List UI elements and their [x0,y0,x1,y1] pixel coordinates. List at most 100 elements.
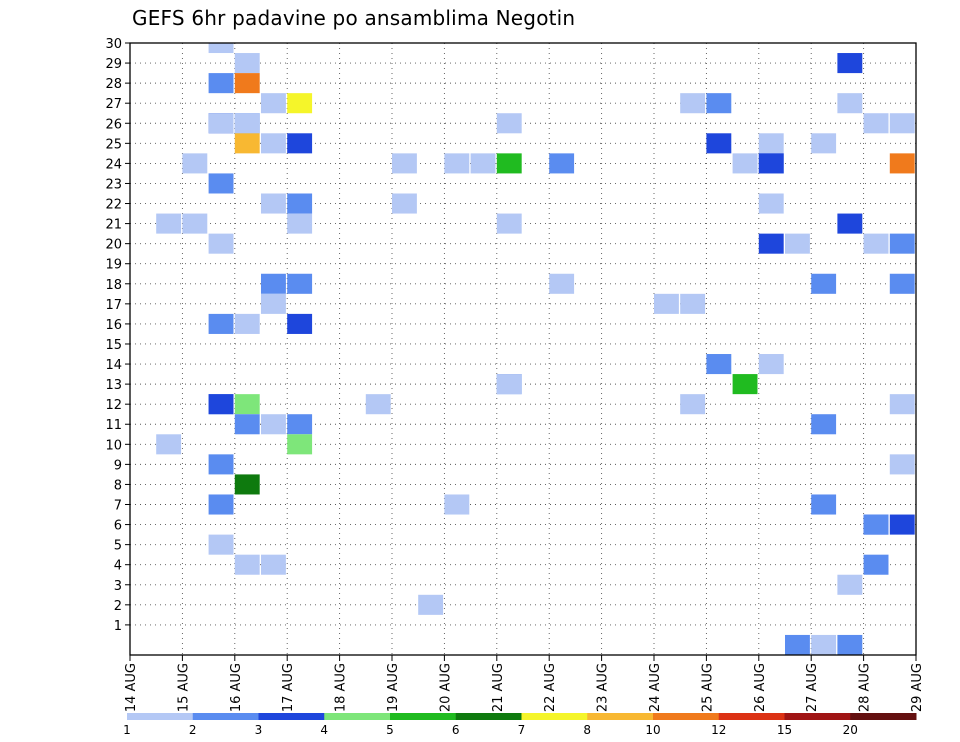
heatmap-cell-8 [706,93,732,114]
heatmap-cell-81 [444,494,470,515]
x-tick-label-9: 23 AUG [596,663,611,712]
colorbar-label-0: 1 [123,723,131,737]
y-tick-label-29: 29 [105,57,122,72]
heatmap-cell-13 [234,113,260,134]
heatmap-cell-82 [811,494,837,515]
heatmap-cell-17 [234,133,260,154]
heatmap-cell-77 [889,454,915,475]
heatmap-cell-1 [234,53,260,74]
heatmap-cell-26 [470,153,496,174]
heatmap-cell-58 [287,313,313,334]
y-tick-label-14: 14 [105,358,122,373]
x-tick-label-6: 20 AUG [438,663,453,712]
colorbar-label-5: 6 [452,723,460,737]
heatmap-cell-80 [208,494,234,515]
heatmap-cell-18 [261,133,286,154]
colorbar-swatch-10 [784,713,851,720]
heatmap-cell-45 [785,233,810,254]
heatmap-cell-68 [680,394,706,415]
heatmap-cell-40 [287,213,313,234]
heatmap-cell-59 [706,354,732,375]
y-tick-label-15: 15 [105,338,122,353]
heatmap-cell-75 [287,434,313,455]
heatmap-cell-54 [654,293,679,314]
heatmap-cell-22 [811,133,837,154]
heatmap-cell-41 [496,213,522,234]
heatmap-cell-33 [208,173,234,194]
heatmap-cell-2 [837,53,863,74]
colorbar-label-6: 7 [518,723,526,737]
colorbar-swatch-2 [258,713,325,720]
heatmap-cell-35 [287,193,313,214]
y-tick-label-10: 10 [105,438,122,453]
y-tick-label-23: 23 [105,177,122,192]
y-tick-label-21: 21 [105,218,122,233]
heatmap-cell-25 [444,153,470,174]
y-tick-label-3: 3 [114,579,122,594]
x-tick-label-5: 19 AUG [386,663,401,712]
heatmap-cell-32 [889,153,915,174]
heatmap-cell-23 [182,153,208,174]
heatmap-cell-19 [287,133,313,154]
heatmap-cell-93 [785,634,810,655]
heatmap-cell-74 [156,434,182,455]
y-tick-label-17: 17 [105,298,122,313]
chart-title: GEFS 6hr padavine po ansamblima Negotin [132,6,576,30]
heatmap-cell-67 [365,394,391,415]
heatmap-cell-7 [680,93,706,114]
heatmap-cell-38 [156,213,182,234]
x-tick-label-7: 21 AUG [491,663,506,712]
heatmap-cell-87 [208,534,234,555]
y-tick-label-9: 9 [114,458,122,473]
heatmap-cell-14 [496,113,522,134]
heatmap-cell-60 [758,354,784,375]
y-tick-label-13: 13 [105,378,122,393]
heatmap-cell-90 [863,554,889,575]
heatmap-cell-39 [182,213,208,234]
colorbar-label-8: 10 [645,723,660,737]
heatmap-cells [156,43,915,655]
colorbar-swatch-1 [192,713,259,720]
heatmap-cell-27 [496,153,522,174]
heatmap-cell-76 [208,454,234,475]
y-tick-label-28: 28 [105,77,122,92]
colorbar-swatch-8 [653,713,720,720]
heatmap-cell-3 [208,73,234,94]
y-tick-label-1: 1 [114,619,122,634]
heatmap-cell-62 [496,374,522,395]
y-tick-label-30: 30 [105,37,122,52]
x-tick-label-14: 28 AUG [858,663,873,712]
heatmap-cell-79 [234,474,260,495]
heatmap-cell-43 [208,233,234,254]
y-tick-label-8: 8 [114,478,122,493]
heatmap-cell-0 [208,43,234,54]
y-tick-label-12: 12 [105,398,122,413]
heatmap-cell-95 [837,634,863,655]
colorbar-swatch-9 [718,713,785,720]
colorbar-label-1: 2 [189,723,197,737]
x-tick-label-4: 18 AUG [334,663,349,712]
y-tick-label-27: 27 [105,97,122,112]
y-tick-label-4: 4 [114,559,122,574]
x-axis: 14 AUG 15 AUG 16 AUG 17 AUG 18 AUG 19 AUG 20 A… [124,655,925,712]
heatmap-cell-4 [234,73,260,94]
colorbar-swatch-7 [587,713,654,720]
colorbar-label-7: 8 [583,723,591,737]
colorbar-label-9: 12 [711,723,726,737]
heatmap-cell-94 [811,634,837,655]
heatmap-cell-69 [889,394,915,415]
y-tick-label-19: 19 [105,258,122,273]
y-tick-label-2: 2 [114,599,122,614]
heatmap-cell-9 [837,93,863,114]
heatmap-cell-51 [811,273,837,294]
colorbar: 1 2 3 4 5 6 7 8 10 12 15 20 [123,713,917,737]
colorbar-label-2: 3 [255,723,263,737]
heatmap-cell-24 [392,153,417,174]
heatmap-cell-89 [261,554,286,575]
heatmap-cell-70 [234,414,260,435]
y-tick-label-7: 7 [114,499,122,514]
heatmap-cell-44 [758,233,784,254]
heatmap-cell-37 [758,193,784,214]
colorbar-label-10: 15 [777,723,792,737]
